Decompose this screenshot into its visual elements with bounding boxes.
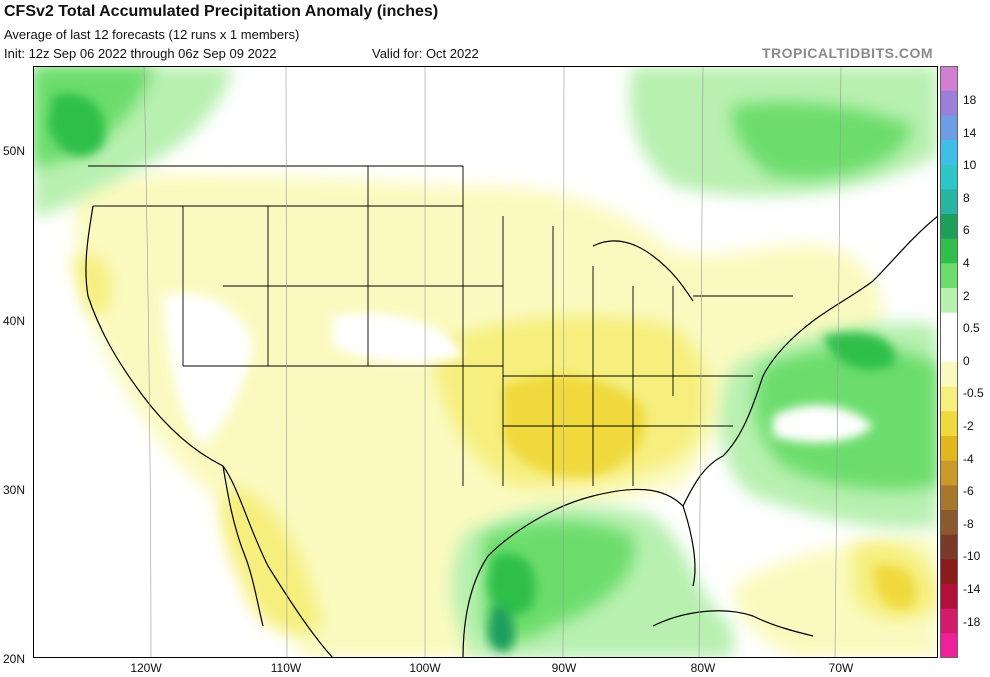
map-frame	[33, 66, 938, 658]
colorbar-label: -6	[963, 484, 974, 499]
colorbar-label: 0.5	[963, 321, 980, 336]
colorbar-label: -0.5	[963, 386, 984, 401]
colorbar-swatch	[940, 66, 958, 92]
colorbar-label: -18	[963, 614, 981, 629]
lat-label-30n: 30N	[3, 483, 26, 497]
lon-label-100w: 100W	[409, 661, 441, 675]
colorbar-swatch	[940, 115, 958, 141]
colorbar-swatch	[940, 633, 958, 658]
colorbar-swatch	[940, 485, 958, 511]
colorbar-swatch	[940, 608, 958, 634]
colorbar-swatch	[940, 189, 958, 215]
lat-label-20n: 20N	[3, 652, 26, 666]
colorbar-label: 2	[963, 288, 970, 303]
colorbar-swatch	[940, 140, 958, 166]
colorbar-swatch	[940, 436, 958, 462]
init-time: Init: 12z Sep 06 2022 through 06z Sep 09…	[4, 46, 277, 61]
colorbar-label: -8	[963, 516, 974, 531]
wet-anomaly-strong	[48, 93, 895, 616]
colorbar-swatch	[940, 90, 958, 116]
colorbar-label: 8	[963, 190, 970, 205]
colorbar-swatch	[940, 164, 958, 190]
lon-label-120w: 120W	[130, 661, 162, 675]
colorbar-label: -4	[963, 451, 974, 466]
lon-label-80w: 80W	[690, 661, 716, 675]
colorbar-swatch	[940, 559, 958, 585]
brand-watermark: TROPICALTIDBITS.COM	[762, 45, 934, 61]
lat-label-40n: 40N	[3, 314, 26, 328]
colorbar-label: 14	[963, 125, 977, 140]
colorbar-label: 4	[963, 256, 970, 270]
colorbar-label: 10	[963, 158, 977, 173]
colorbar-frame	[940, 66, 958, 658]
colorbar-label: -10	[963, 549, 981, 564]
colorbar-swatch	[940, 534, 958, 560]
colorbar-swatch	[940, 337, 958, 363]
colorbar-label: -2	[963, 419, 974, 433]
map-title: CFSv2 Total Accumulated Precipitation An…	[4, 3, 439, 20]
colorbar	[940, 66, 958, 658]
state-borders	[88, 165, 793, 486]
map-subtitle: Average of last 12 forecasts (12 runs x …	[4, 27, 300, 42]
colorbar-swatch	[940, 288, 958, 314]
colorbar-swatch	[940, 411, 958, 437]
lon-label-90w: 90W	[551, 661, 577, 675]
wet-anomaly-deep	[488, 605, 515, 652]
colorbar-label: -14	[963, 582, 981, 596]
colorbar-swatch	[940, 312, 958, 338]
precipitation-anomaly-map	[33, 66, 938, 658]
colorbar-swatch	[940, 510, 958, 536]
lat-label-50n: 50N	[3, 144, 26, 158]
colorbar-swatch	[940, 386, 958, 412]
colorbar-swatch	[940, 460, 958, 486]
colorbar-swatch	[940, 238, 958, 264]
lon-label-70w: 70W	[828, 661, 854, 675]
colorbar-swatch	[940, 584, 958, 610]
colorbar-swatch	[940, 362, 958, 388]
colorbar-label: 6	[963, 223, 970, 238]
neutral-zones	[163, 293, 873, 446]
coastlines	[85, 205, 938, 658]
colorbar-swatch	[940, 263, 958, 289]
colorbar-label: 18	[963, 93, 977, 107]
lon-label-110w: 110W	[270, 661, 302, 675]
valid-time: Valid for: Oct 2022	[372, 46, 479, 61]
colorbar-label: 0	[963, 353, 970, 368]
colorbar-swatch	[940, 214, 958, 240]
